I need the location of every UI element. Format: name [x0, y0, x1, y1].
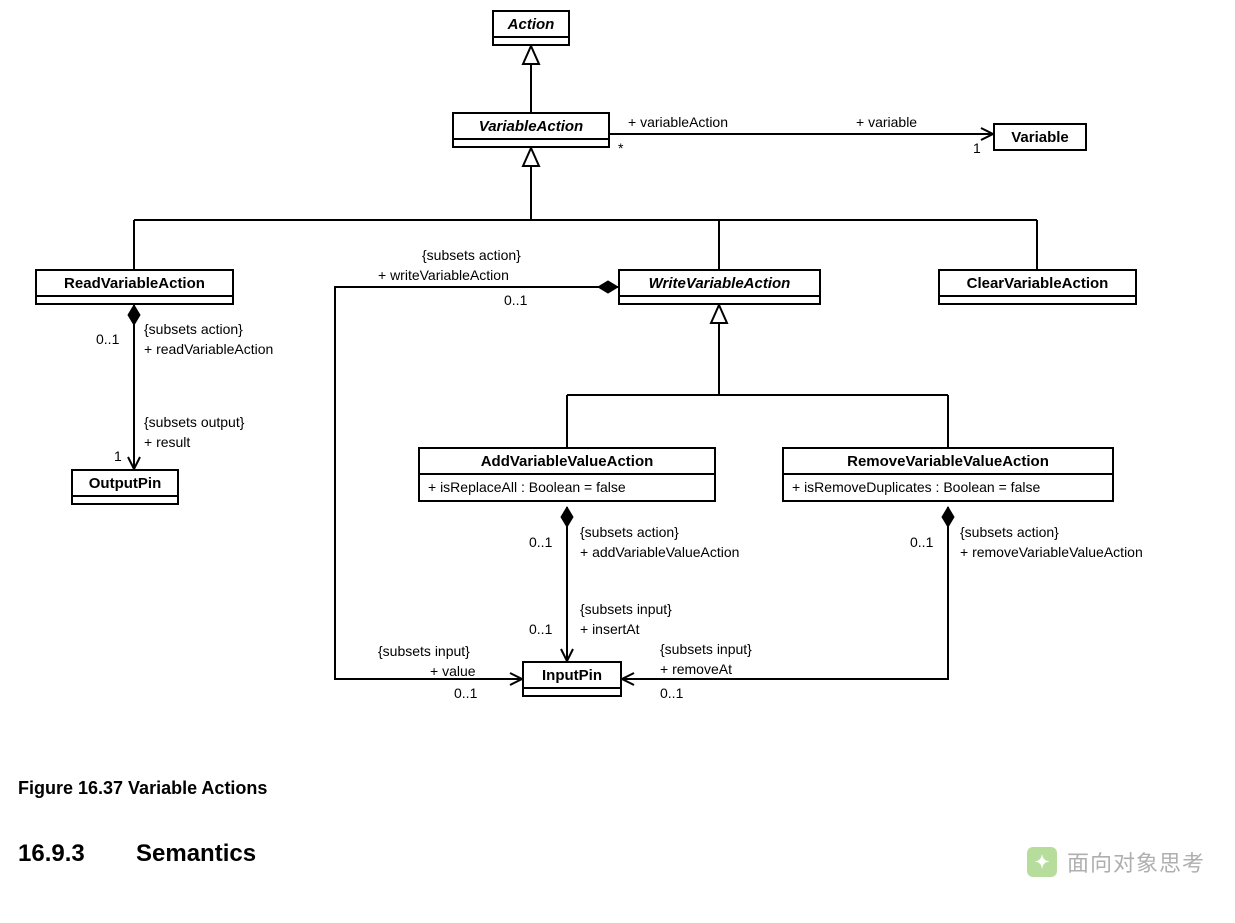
figure-caption: Figure 16.37 Variable Actions	[18, 778, 267, 799]
class-action: Action	[492, 10, 570, 46]
class-name: OutputPin	[73, 471, 177, 497]
watermark: ✦ 面向对象思考	[1027, 846, 1205, 878]
class-variable-action: VariableAction	[452, 112, 610, 148]
assoc-mult: 1	[973, 140, 981, 158]
assoc-mult: *	[618, 140, 623, 158]
assoc-role: + value	[430, 663, 476, 681]
class-name: Variable	[995, 125, 1085, 149]
assoc-role: + removeVariableValueAction	[960, 544, 1143, 562]
class-name: InputPin	[524, 663, 620, 689]
section-title: Semantics	[136, 840, 256, 868]
assoc-mult: 0..1	[504, 292, 527, 310]
class-clear-variable-action: ClearVariableAction	[938, 269, 1137, 305]
watermark-text: 面向对象思考	[1067, 846, 1205, 878]
assoc-role: + removeAt	[660, 661, 732, 679]
assoc-role: + readVariableAction	[144, 341, 273, 359]
class-output-pin: OutputPin	[71, 469, 179, 505]
class-attribute: + isRemoveDuplicates : Boolean = false	[784, 475, 1112, 500]
class-name: RemoveVariableValueAction	[784, 449, 1112, 475]
assoc-role: + writeVariableAction	[378, 267, 509, 285]
diagram-canvas: Action VariableAction Variable ReadVaria…	[0, 0, 1235, 923]
assoc-role: + result	[144, 434, 190, 452]
class-input-pin: InputPin	[522, 661, 622, 697]
assoc-constraint: {subsets action}	[422, 247, 521, 265]
class-read-variable-action: ReadVariableAction	[35, 269, 234, 305]
assoc-mult: 0..1	[454, 685, 477, 703]
assoc-role: + variableAction	[628, 114, 728, 132]
class-name: Action	[494, 12, 568, 38]
class-add-variable-value-action: AddVariableValueAction + isReplaceAll : …	[418, 447, 716, 502]
class-remove-variable-value-action: RemoveVariableValueAction + isRemoveDupl…	[782, 447, 1114, 502]
class-attribute: + isReplaceAll : Boolean = false	[420, 475, 714, 500]
assoc-constraint: {subsets action}	[580, 524, 679, 542]
assoc-constraint: {subsets action}	[144, 321, 243, 339]
assoc-mult: 0..1	[910, 534, 933, 552]
assoc-mult: 0..1	[529, 621, 552, 639]
class-name: ClearVariableAction	[940, 271, 1135, 297]
class-write-variable-action: WriteVariableAction	[618, 269, 821, 305]
assoc-mult: 0..1	[660, 685, 683, 703]
class-name: AddVariableValueAction	[420, 449, 714, 475]
assoc-constraint: {subsets input}	[580, 601, 672, 619]
assoc-constraint: {subsets action}	[960, 524, 1059, 542]
class-variable: Variable	[993, 123, 1087, 151]
assoc-constraint: {subsets input}	[378, 643, 470, 661]
class-name: ReadVariableAction	[37, 271, 232, 297]
class-name: WriteVariableAction	[620, 271, 819, 297]
wechat-icon: ✦	[1027, 847, 1057, 877]
assoc-mult: 0..1	[96, 331, 119, 349]
assoc-role: + insertAt	[580, 621, 640, 639]
assoc-mult: 0..1	[529, 534, 552, 552]
assoc-role: + addVariableValueAction	[580, 544, 739, 562]
assoc-constraint: {subsets output}	[144, 414, 244, 432]
assoc-constraint: {subsets input}	[660, 641, 752, 659]
assoc-mult: 1	[114, 448, 122, 466]
section-number: 16.9.3	[18, 840, 85, 868]
assoc-role: + variable	[856, 114, 917, 132]
class-name: VariableAction	[454, 114, 608, 140]
